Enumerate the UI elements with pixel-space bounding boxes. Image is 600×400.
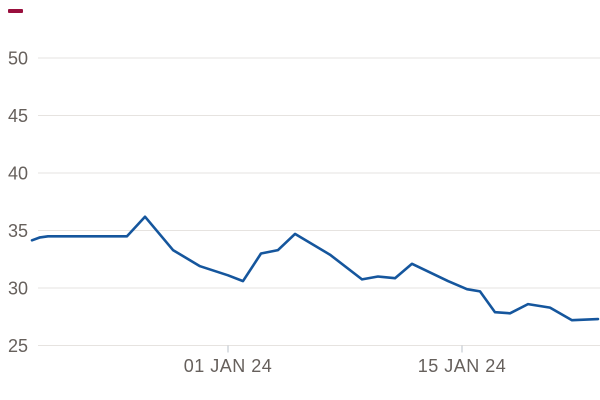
y-axis-label: 40 xyxy=(8,163,28,183)
x-axis-label: 01 JAN 24 xyxy=(184,356,273,376)
y-axis-label: 45 xyxy=(8,106,28,126)
x-axis-label: 15 JAN 24 xyxy=(418,356,507,376)
price-line[interactable] xyxy=(30,215,600,322)
y-axis-label: 50 xyxy=(8,48,28,68)
y-axis-label: 35 xyxy=(8,221,28,241)
y-axis-label: 30 xyxy=(8,278,28,298)
legend-dash-marker xyxy=(8,9,23,13)
y-axis-label: 25 xyxy=(8,336,28,356)
